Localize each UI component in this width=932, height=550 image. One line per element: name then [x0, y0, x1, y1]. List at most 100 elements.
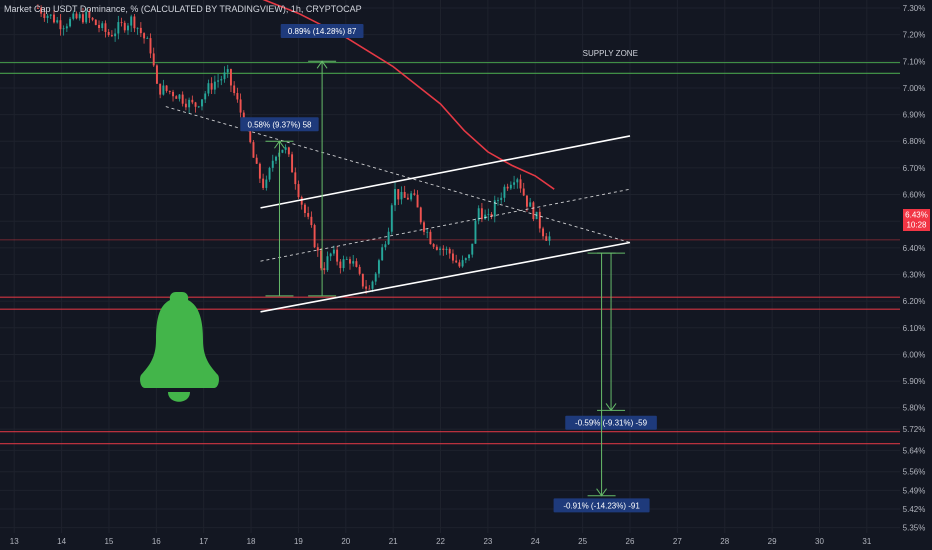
measure-arrow — [605, 403, 617, 412]
measure-label: 0.89% (14.28%) 87 — [288, 27, 357, 36]
candle-body — [307, 213, 310, 217]
candle-body — [545, 236, 548, 241]
candle-body — [271, 160, 274, 168]
candle-body — [490, 213, 493, 217]
channel-lower[interactable] — [260, 241, 631, 313]
candle-body — [313, 225, 316, 248]
candle-body — [36, 7, 39, 9]
candle-body — [229, 69, 232, 86]
candle-body — [516, 179, 519, 183]
candle-body — [529, 202, 532, 207]
y-tick-label: 7.30% — [903, 4, 926, 13]
candle-body — [101, 23, 104, 29]
candle-body — [152, 53, 155, 66]
candle-body — [538, 211, 541, 229]
last-price-tag: 6.43% 10:28 — [903, 209, 930, 231]
y-tick-label: 6.20% — [903, 297, 926, 306]
candle-body — [542, 228, 545, 237]
candle-body — [316, 247, 319, 251]
candle-body — [265, 179, 268, 188]
measure-label: 0.58% (9.37%) 58 — [247, 120, 312, 129]
x-tick-label: 22 — [436, 537, 445, 546]
candle-body — [181, 94, 184, 104]
y-tick-label: 6.80% — [903, 137, 926, 146]
candle-body — [287, 147, 290, 155]
horizontal-levels[interactable]: SUPPLY ZONE — [0, 49, 900, 445]
candle-body — [332, 249, 335, 254]
candle-body — [468, 254, 471, 259]
candle-body — [442, 248, 445, 250]
alert-bell-icon — [140, 292, 219, 402]
candle-body — [342, 259, 345, 269]
candle-body — [355, 261, 358, 267]
candle-body — [72, 13, 75, 19]
y-tick-label: 7.10% — [903, 57, 926, 66]
candle-body — [233, 85, 236, 93]
candle-body — [117, 22, 120, 34]
candle-body — [136, 27, 139, 29]
candle-body — [500, 197, 503, 200]
time-axis[interactable]: 13 14 15 16 17 18 19 20 21 22 23 24 25 26 27 28 29 30 31 — [10, 537, 872, 546]
measure-tool[interactable]: 0.58% (9.37%) 58 — [240, 117, 319, 297]
candle-body — [146, 38, 149, 39]
x-tick-label: 15 — [104, 537, 113, 546]
y-tick-label: 7.20% — [903, 31, 926, 40]
candle-body — [297, 184, 300, 198]
candle-body — [397, 189, 400, 200]
measurement-tools[interactable]: 0.89% (14.28%) 87 0.58% (9.37%) 58 -0.59% … — [240, 23, 657, 513]
candle-body — [127, 25, 129, 31]
x-tick-label: 13 — [10, 537, 19, 546]
candle-body — [358, 266, 361, 274]
measure-label-bg — [280, 23, 364, 38]
candle-body — [168, 90, 171, 92]
candle-body — [85, 11, 88, 23]
x-tick-label: 28 — [720, 537, 729, 546]
candle-body — [439, 248, 442, 250]
candle-body — [165, 85, 168, 91]
candle-body — [53, 14, 55, 23]
candle-body — [40, 8, 43, 14]
candle-body — [123, 22, 126, 31]
candle-body — [416, 194, 419, 208]
measure-label: -0.91% (-14.23%) -91 — [563, 501, 640, 510]
candle-body — [56, 20, 59, 23]
candle-body — [384, 244, 387, 248]
y-tick-label: 6.10% — [903, 324, 926, 333]
candle-body — [349, 259, 351, 264]
candle-body — [252, 142, 255, 158]
candle-body — [281, 149, 284, 153]
candle-body — [419, 207, 422, 223]
candle-body — [426, 231, 429, 233]
candle-body — [236, 92, 239, 100]
measure-arrow — [316, 60, 328, 69]
y-tick-label: 6.90% — [903, 111, 926, 120]
candle-body — [323, 268, 326, 271]
measure-tool[interactable]: -0.91% (-14.23%) -91 — [553, 252, 650, 513]
candle-body — [329, 253, 332, 257]
x-tick-label: 20 — [341, 537, 350, 546]
candle-body — [223, 72, 226, 80]
candle-body — [300, 197, 303, 205]
candle-body — [114, 33, 117, 37]
candle-body — [451, 253, 454, 261]
candle-body — [220, 79, 223, 81]
candle-body — [406, 197, 409, 200]
measure-tool[interactable]: 0.89% (14.28%) 87 — [280, 23, 364, 297]
y-tick-label: 7.00% — [903, 84, 926, 93]
candle-body — [197, 106, 200, 108]
candle-body — [464, 258, 467, 261]
measure-label: -0.59% (-9.31%) -59 — [575, 419, 648, 428]
candle-body — [204, 93, 207, 100]
candle-body — [320, 250, 322, 269]
candle-body — [361, 273, 364, 287]
candle-body — [268, 167, 271, 180]
candle-body — [519, 179, 522, 189]
candle-body — [303, 204, 306, 214]
candle-body — [226, 69, 229, 73]
candle-body — [365, 286, 368, 289]
candle-body — [239, 99, 242, 113]
supply-zone-label: SUPPLY ZONE — [583, 49, 638, 58]
candle-body — [487, 213, 490, 215]
candle-body — [262, 178, 265, 188]
